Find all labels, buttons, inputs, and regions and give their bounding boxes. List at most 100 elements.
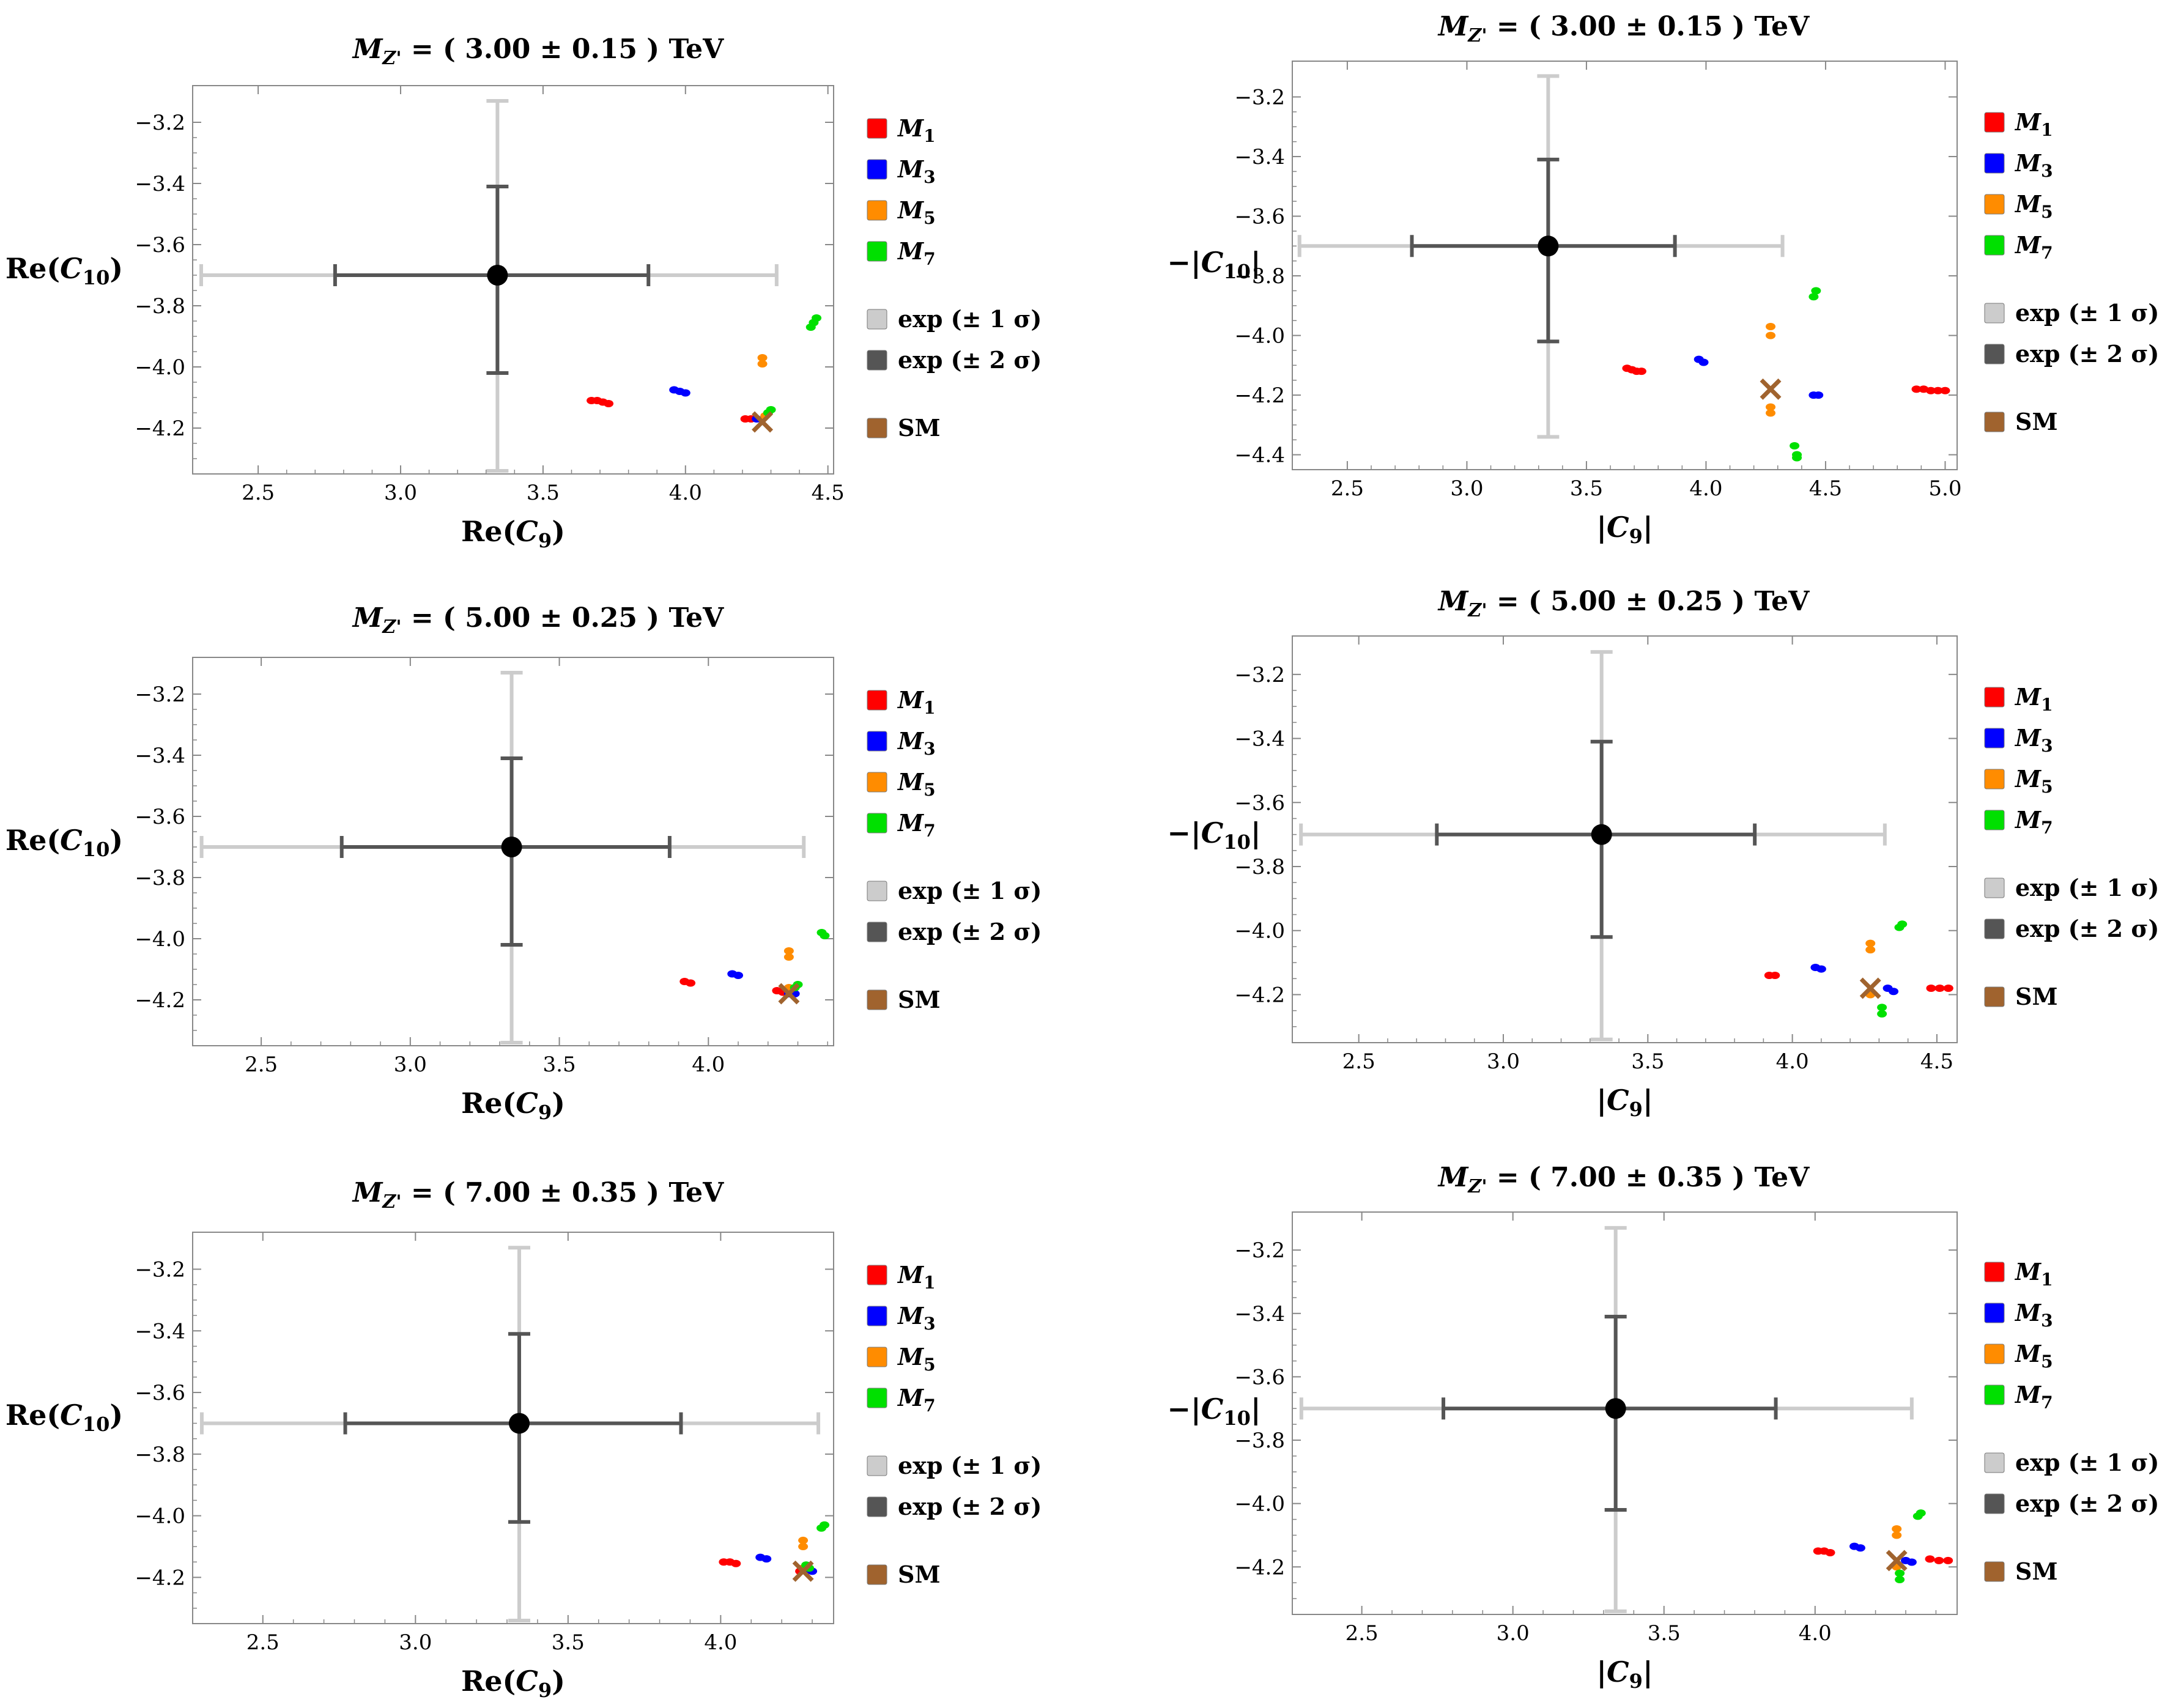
legend-swatch-exp1 (1984, 878, 2005, 898)
title-mass-symbol: M (1437, 586, 1469, 617)
legend-swatch-exp2 (1984, 1493, 2005, 1514)
title-mass-value: = ( 3.00 ± 0.15 ) TeV (1487, 11, 1810, 42)
data-point-m3 (1906, 1558, 1917, 1566)
chart-title: MZ' = ( 3.00 ± 0.15 ) TeV (352, 34, 724, 69)
title-mass-value: = ( 7.00 ± 0.35 ) TeV (402, 1177, 725, 1208)
axis-label-part: 9 (1629, 525, 1643, 548)
legend-label-exp1: exp (± 1 σ) (2015, 299, 2159, 327)
legend-symbol: M (897, 155, 924, 183)
data-point-m7 (820, 1521, 830, 1529)
chart-panel-6: 2.5 3.0 3.5 4.0 −3.2 −3.4 −3.6 −3.8 −4.0 −4.2 MZ' … (1167, 1162, 2159, 1693)
axis-label-part: | (1596, 511, 1607, 544)
legend-label-m5: M5 (897, 196, 936, 228)
axis-label-part: ) (552, 1665, 565, 1698)
data-point-m1 (1636, 368, 1646, 375)
legend-label-m7: M7 (897, 237, 936, 269)
y-tick-label: −3.4 (1234, 727, 1285, 752)
legend-swatch-m1 (1984, 112, 2005, 133)
chart-panel-3: 2.5 3.0 3.5 4.0 −3.2 −3.4 −3.6 −3.8 −4.0 −4.2 MZ' … (6, 602, 1042, 1124)
chart-panel-5: 2.5 3.0 3.5 4.0 −3.2 −3.4 −3.6 −3.8 −4.0 −4.2 MZ' … (6, 1177, 1042, 1702)
x-tick-label: 3.5 (552, 1630, 585, 1655)
legend-swatch-m5 (1984, 1344, 2005, 1364)
axis-label-part: −| (1167, 816, 1201, 849)
axis-label-part: | (1643, 1655, 1653, 1688)
legend-label-exp2: exp (± 2 σ) (898, 1493, 1042, 1520)
legend-label-sm: SM (898, 1561, 941, 1588)
best-fit-point (1591, 824, 1612, 845)
legend-label-sm: SM (2015, 1558, 2058, 1585)
legend-swatch-m3 (867, 159, 887, 180)
title-mass-value: = ( 5.00 ± 0.25 ) TeV (402, 602, 725, 634)
axis-label-part: 10 (83, 266, 110, 289)
best-fit-point (501, 837, 522, 857)
axis-label-part: | (1596, 1655, 1607, 1688)
legend-label-m3: M3 (897, 727, 936, 759)
x-tick-label: 2.5 (1331, 476, 1364, 501)
axis-label-part: 9 (1629, 1669, 1643, 1693)
legend-symbol: M (897, 1343, 924, 1370)
chart-title: MZ' = ( 7.00 ± 0.35 ) TeV (352, 1177, 724, 1213)
data-point-m3 (1889, 988, 1899, 996)
y-tick-label: −3.2 (135, 111, 185, 135)
axis-label-part: C (1607, 1084, 1629, 1117)
legend-swatch-m1 (1984, 687, 2005, 708)
axis-label-part: Re( (461, 515, 516, 548)
y-tick-label: −4.4 (1234, 443, 1285, 468)
data-point-m5 (783, 947, 794, 955)
axis-label-part: | (1251, 816, 1261, 849)
legend-symbol: M (897, 768, 924, 796)
data-point-m1 (1934, 1556, 1944, 1564)
legend-subscript: 1 (2041, 120, 2053, 140)
legend-label-m7: M7 (2014, 1381, 2053, 1413)
data-point-m5 (1766, 409, 1776, 417)
y-tick-label: −4.0 (1234, 1492, 1285, 1517)
title-mass-symbol: M (352, 34, 383, 65)
y-tick-label: −4.0 (135, 355, 185, 380)
data-point-m7 (1916, 1509, 1926, 1517)
x-tick-label: 3.5 (543, 1052, 576, 1077)
legend-label-m7: M7 (897, 809, 936, 841)
chart-panel-2: 2.5 3.0 3.5 4.0 4.5 5.0 −3.2 −3.4 −3.6 −3.8 −4.0 −4… (1167, 11, 2159, 548)
y-tick-label: −3.8 (1234, 1429, 1285, 1453)
title-mass-subscript: Z' (382, 1191, 401, 1213)
legend-swatch-exp2 (1984, 344, 2005, 364)
legend-symbol: M (897, 727, 924, 755)
legend-swatch-exp1 (1984, 1452, 2005, 1473)
legend-symbol: M (2014, 765, 2042, 793)
x-tick-label: 3.5 (1631, 1049, 1664, 1074)
data-point-m3 (761, 1555, 772, 1563)
data-point-m5 (1892, 1525, 1902, 1533)
legend-swatch-m3 (1984, 728, 2005, 749)
legend-swatch-m7 (1984, 1385, 2005, 1405)
legend-subscript: 3 (2041, 736, 2053, 756)
legend-swatch-m1 (867, 1265, 887, 1285)
legend-label-m7: M7 (2014, 806, 2053, 838)
y-tick-label: −3.2 (135, 682, 185, 707)
legend-subscript: 5 (924, 780, 935, 800)
sm-marker (752, 411, 774, 433)
axis-label-part: ) (109, 252, 123, 285)
y-tick-label: −3.2 (1234, 86, 1285, 110)
axis-label-part: 10 (1223, 260, 1251, 283)
legend-label-m3: M3 (897, 1302, 936, 1334)
legend-swatch-m5 (867, 1347, 887, 1367)
y-tick-label: −3.8 (135, 294, 185, 319)
axis-label-part: | (1596, 1084, 1607, 1117)
sm-marker (778, 983, 800, 1005)
x-tick-label: 4.0 (692, 1052, 725, 1077)
best-fit-point (1605, 1398, 1626, 1419)
chart-title: MZ' = ( 5.00 ± 0.25 ) TeV (352, 602, 724, 638)
x-tick-label: 2.5 (242, 481, 275, 505)
data-point-m7 (820, 932, 830, 939)
legend-label-m3: M3 (2014, 724, 2053, 756)
data-point-m7 (1877, 1010, 1887, 1018)
data-point-m1 (1943, 984, 1953, 992)
legend-subscript: 1 (2041, 1270, 2053, 1290)
legend-symbol: M (897, 114, 924, 142)
x-tick-label: 3.0 (394, 1052, 427, 1077)
legend-label-m5: M5 (897, 768, 936, 800)
y-tick-label: −3.4 (135, 744, 185, 768)
chart-title: MZ' = ( 7.00 ± 0.35 ) TeV (1437, 1162, 1810, 1197)
data-point-m5 (1766, 403, 1776, 411)
x-tick-label: 3.0 (1497, 1621, 1530, 1646)
